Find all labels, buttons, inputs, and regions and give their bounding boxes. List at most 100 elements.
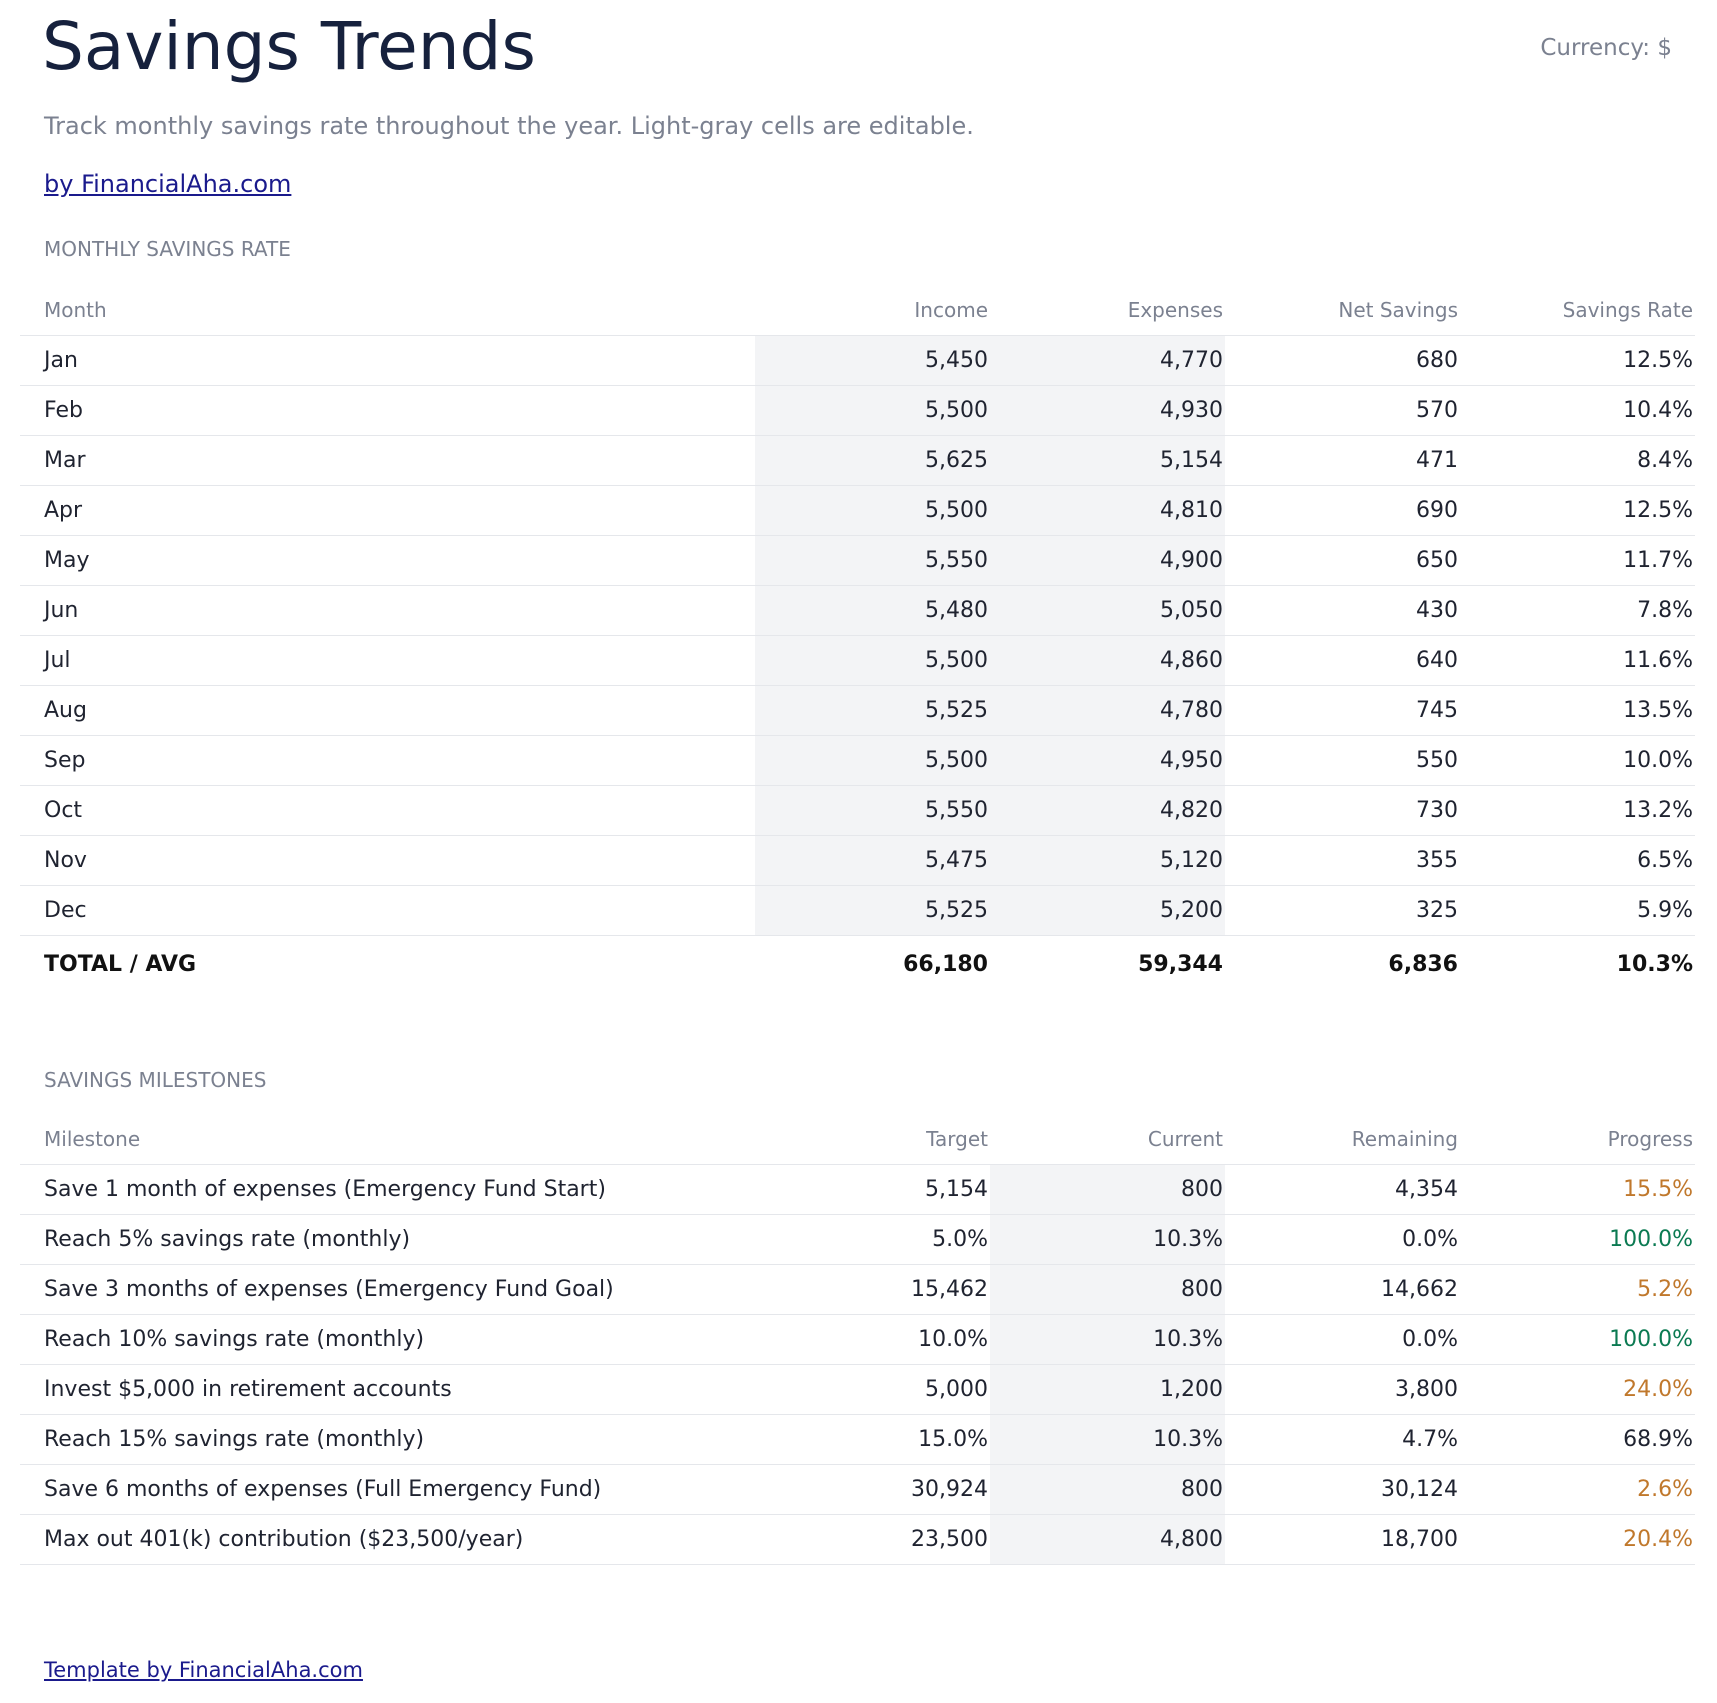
cell: 10.0%	[755, 1314, 990, 1365]
cell: 30,924	[755, 1464, 990, 1515]
row-label: Aug	[20, 685, 755, 736]
cell: 5,500	[755, 635, 990, 686]
cell: 13.2%	[1460, 785, 1695, 836]
cell: 4,780	[990, 685, 1225, 736]
row-label: Mar	[20, 435, 755, 486]
column-header: Month	[20, 284, 755, 336]
total-cell: 10.3%	[1616, 951, 1693, 977]
cell: 30,124	[1225, 1464, 1460, 1515]
row-label: Feb	[20, 385, 755, 436]
cell: 3,800	[1225, 1364, 1460, 1415]
row-label: May	[20, 535, 755, 586]
cell: 800	[990, 1164, 1225, 1215]
row-label: Invest $5,000 in retirement accounts	[20, 1364, 755, 1415]
row: Aug 5,525 4,780 745 13.5%	[20, 685, 1695, 736]
row-label: Sep	[20, 735, 755, 786]
cell: 650	[1225, 535, 1460, 586]
cell: 4,930	[990, 385, 1225, 436]
cell: 471	[1225, 435, 1460, 486]
cell: 5,625	[755, 435, 990, 486]
cell: 570	[1225, 385, 1460, 436]
column-header: Expenses	[990, 284, 1225, 336]
cell: 5,480	[755, 585, 990, 636]
header-row: Milestone Target Current Remaining Progress	[20, 1113, 1695, 1165]
cell: 800	[990, 1464, 1225, 1515]
cell: 8.4%	[1460, 435, 1695, 486]
cell: 680	[1225, 335, 1460, 386]
cell: 4,770	[990, 335, 1225, 386]
row-label: Max out 401(k) contribution ($23,500/yea…	[20, 1514, 755, 1565]
cell: 430	[1225, 585, 1460, 636]
cell: 23,500	[755, 1514, 990, 1565]
cell: 15.5%	[1460, 1164, 1695, 1215]
row-label: Jul	[20, 635, 755, 686]
cell: 5,525	[755, 685, 990, 736]
row: Nov 5,475 5,120 355 6.5%	[20, 835, 1695, 886]
monthly-table: Month Income Expenses Net Savings Savings Ra…	[20, 284, 1695, 992]
column-header: Savings Rate	[1460, 284, 1695, 336]
row: Save 3 months of expenses (Emergency Fun…	[20, 1264, 1695, 1315]
cell: 5,154	[990, 435, 1225, 486]
cell: 5.9%	[1460, 885, 1695, 936]
cell: 5,550	[755, 535, 990, 586]
cell: 14,662	[1225, 1264, 1460, 1315]
subtitle: Track monthly savings rate throughout th…	[44, 112, 974, 140]
cell: 10.3%	[990, 1314, 1225, 1365]
footer-link[interactable]: Template by FinancialAha.com	[44, 1658, 363, 1682]
site-link[interactable]: by FinancialAha.com	[44, 170, 292, 198]
row-label: Jun	[20, 585, 755, 636]
cell: 18,700	[1225, 1514, 1460, 1565]
row: May 5,550 4,900 650 11.7%	[20, 535, 1695, 586]
cell: 5,500	[755, 385, 990, 436]
cell: 6.5%	[1460, 835, 1695, 886]
cell: 100.0%	[1460, 1214, 1695, 1265]
row-label: Save 3 months of expenses (Emergency Fun…	[20, 1264, 755, 1315]
total-cell: 66,180	[903, 951, 988, 977]
cell: 4,860	[990, 635, 1225, 686]
cell: 355	[1225, 835, 1460, 886]
cell: 7.8%	[1460, 585, 1695, 636]
cell: 325	[1225, 885, 1460, 936]
cell: 690	[1225, 485, 1460, 536]
row-label: Dec	[20, 885, 755, 936]
row-label: Nov	[20, 835, 755, 886]
cell: 4,810	[990, 485, 1225, 536]
column-header: Milestone	[20, 1113, 755, 1165]
cell: 100.0%	[1460, 1314, 1695, 1365]
milestones-table: Milestone Target Current Remaining Progress S…	[20, 1113, 1695, 1565]
row: Sep 5,500 4,950 550 10.0%	[20, 735, 1695, 786]
row: Jun 5,480 5,050 430 7.8%	[20, 585, 1695, 636]
total-cell: 59,344	[1138, 951, 1223, 977]
column-header: Target	[755, 1113, 990, 1165]
cell: 5,154	[755, 1164, 990, 1215]
cell: 20.4%	[1460, 1514, 1695, 1565]
cell: 11.7%	[1460, 535, 1695, 586]
section-label: SAVINGS MILESTONES	[44, 1068, 267, 1092]
column-header: Current	[990, 1113, 1225, 1165]
cell: 4,900	[990, 535, 1225, 586]
cell: 68.9%	[1460, 1414, 1695, 1465]
section-label: MONTHLY SAVINGS RATE	[44, 237, 291, 261]
cell: 4,354	[1225, 1164, 1460, 1215]
row: Invest $5,000 in retirement accounts 5,00…	[20, 1364, 1695, 1415]
cell: 640	[1225, 635, 1460, 686]
cell: 5.0%	[755, 1214, 990, 1265]
row: Save 1 month of expenses (Emergency Fund…	[20, 1164, 1695, 1215]
cell: 13.5%	[1460, 685, 1695, 736]
row-label: Reach 5% savings rate (monthly)	[20, 1214, 755, 1265]
cell: 5,525	[755, 885, 990, 936]
row-label: Apr	[20, 485, 755, 536]
cell: 10.0%	[1460, 735, 1695, 786]
cell: 0.0%	[1225, 1214, 1460, 1265]
row: Oct 5,550 4,820 730 13.2%	[20, 785, 1695, 836]
cell: 4,800	[990, 1514, 1225, 1565]
row: Feb 5,500 4,930 570 10.4%	[20, 385, 1695, 436]
cell: 12.5%	[1460, 335, 1695, 386]
row: Jul 5,500 4,860 640 11.6%	[20, 635, 1695, 686]
total-row: TOTAL / AVG 66,180 59,344 6,836 10.3%	[20, 935, 1695, 993]
currency: Currency: $	[1540, 35, 1672, 61]
row: Max out 401(k) contribution ($23,500/yea…	[20, 1514, 1695, 1565]
total-cell: TOTAL / AVG	[44, 951, 197, 977]
cell: 4,820	[990, 785, 1225, 836]
cell: 15,462	[755, 1264, 990, 1315]
